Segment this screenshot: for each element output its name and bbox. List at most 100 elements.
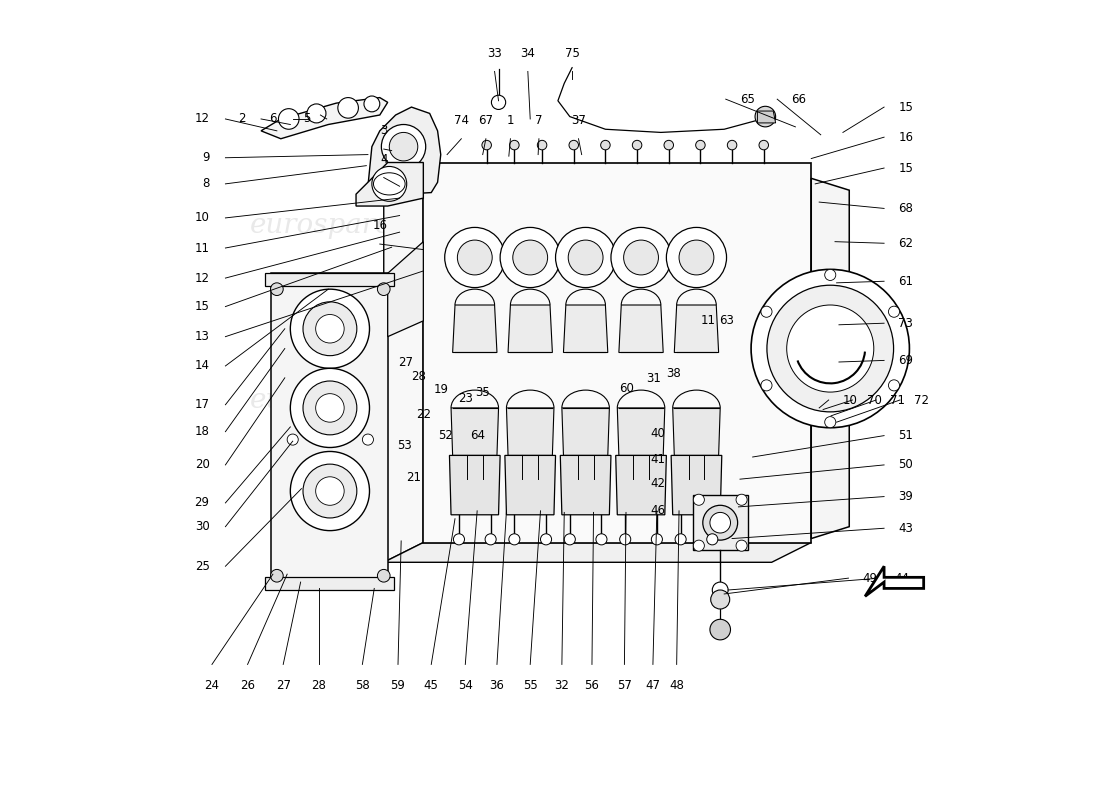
Text: 8: 8 — [202, 178, 210, 190]
Circle shape — [278, 109, 299, 130]
Circle shape — [485, 534, 496, 545]
Circle shape — [825, 417, 836, 428]
Text: 40: 40 — [650, 426, 666, 440]
Polygon shape — [812, 178, 849, 538]
Text: 17: 17 — [195, 398, 210, 411]
Circle shape — [889, 306, 900, 318]
Circle shape — [372, 166, 407, 202]
Text: 5: 5 — [304, 113, 311, 126]
Circle shape — [675, 534, 686, 545]
Circle shape — [290, 368, 370, 447]
Text: 62: 62 — [899, 237, 913, 250]
Circle shape — [453, 534, 464, 545]
Circle shape — [302, 302, 356, 356]
Circle shape — [290, 451, 370, 530]
Circle shape — [695, 140, 705, 150]
Text: 13: 13 — [195, 330, 210, 343]
Circle shape — [711, 590, 729, 609]
Polygon shape — [508, 305, 552, 353]
Polygon shape — [424, 162, 812, 542]
Polygon shape — [384, 182, 812, 198]
Circle shape — [307, 104, 326, 123]
Polygon shape — [451, 408, 498, 455]
Polygon shape — [619, 305, 663, 353]
Text: 18: 18 — [195, 425, 210, 438]
Text: 7: 7 — [536, 114, 542, 127]
Text: 19: 19 — [434, 383, 449, 396]
Circle shape — [382, 125, 426, 169]
Text: 36: 36 — [490, 678, 505, 692]
Text: 31: 31 — [647, 372, 661, 385]
Text: 65: 65 — [740, 93, 755, 106]
Text: 27: 27 — [276, 678, 290, 692]
Text: 52: 52 — [438, 429, 453, 442]
Text: 37: 37 — [571, 114, 586, 127]
Text: 28: 28 — [311, 678, 327, 692]
Text: 14: 14 — [195, 359, 210, 373]
Text: eurospares: eurospares — [250, 212, 407, 239]
Polygon shape — [384, 162, 424, 562]
Circle shape — [482, 140, 492, 150]
Text: 66: 66 — [792, 93, 806, 106]
Text: 58: 58 — [355, 678, 370, 692]
Circle shape — [569, 240, 603, 275]
Circle shape — [889, 380, 900, 391]
Circle shape — [761, 380, 772, 391]
Circle shape — [569, 140, 579, 150]
Circle shape — [759, 140, 769, 150]
Circle shape — [271, 570, 283, 582]
Circle shape — [513, 240, 548, 275]
Polygon shape — [261, 98, 387, 138]
Text: 12: 12 — [195, 271, 210, 285]
Text: eurospares: eurospares — [487, 386, 645, 414]
Circle shape — [693, 540, 704, 551]
Polygon shape — [356, 162, 424, 206]
Polygon shape — [562, 408, 609, 455]
Circle shape — [755, 106, 775, 127]
Text: eurospares: eurospares — [487, 212, 645, 239]
Text: 34: 34 — [520, 46, 536, 59]
Text: 11: 11 — [195, 242, 210, 254]
Text: 2: 2 — [238, 113, 245, 126]
Text: 15: 15 — [899, 162, 913, 174]
Text: 4: 4 — [379, 153, 387, 166]
Text: 51: 51 — [899, 429, 913, 442]
Text: 6: 6 — [270, 113, 277, 126]
Text: 46: 46 — [650, 504, 666, 518]
Text: 57: 57 — [617, 678, 631, 692]
Text: 64: 64 — [470, 429, 485, 442]
Text: 26: 26 — [240, 678, 255, 692]
Polygon shape — [452, 305, 497, 353]
Circle shape — [786, 305, 873, 392]
Circle shape — [624, 240, 659, 275]
Circle shape — [389, 133, 418, 161]
Circle shape — [825, 270, 836, 281]
Text: 44: 44 — [894, 572, 910, 585]
Text: 10: 10 — [843, 394, 858, 406]
Text: 68: 68 — [899, 202, 913, 215]
Text: 59: 59 — [390, 678, 406, 692]
Circle shape — [316, 477, 344, 506]
Circle shape — [727, 140, 737, 150]
Text: 3: 3 — [381, 124, 387, 137]
Text: 71: 71 — [890, 394, 905, 406]
Polygon shape — [693, 495, 748, 550]
Circle shape — [767, 286, 893, 412]
Circle shape — [632, 140, 641, 150]
Circle shape — [693, 494, 704, 506]
Text: 72: 72 — [914, 394, 929, 406]
Polygon shape — [367, 107, 441, 196]
Text: 35: 35 — [475, 386, 491, 398]
Text: 73: 73 — [899, 317, 913, 330]
Text: 38: 38 — [667, 367, 681, 380]
Text: 27: 27 — [398, 355, 414, 369]
Circle shape — [444, 227, 505, 287]
Circle shape — [713, 582, 728, 598]
Circle shape — [667, 227, 726, 287]
Polygon shape — [265, 578, 394, 590]
Circle shape — [751, 270, 910, 428]
Text: 1: 1 — [507, 114, 514, 127]
Polygon shape — [758, 111, 776, 123]
Text: 24: 24 — [205, 678, 220, 692]
Text: 23: 23 — [458, 392, 473, 405]
